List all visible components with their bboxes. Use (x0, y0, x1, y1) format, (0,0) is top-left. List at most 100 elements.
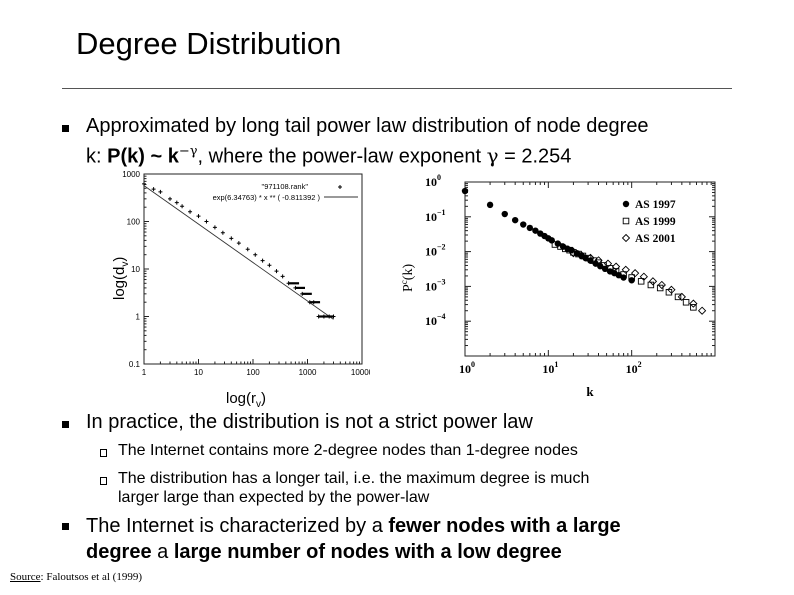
x-tick-label: 100 (459, 360, 475, 376)
rank-degree-chart: 1101001000100000.11101001000"971108.rank… (111, 170, 370, 410)
y-tick-exponent: −4 (437, 312, 446, 321)
bullet1-text: k: (86, 145, 108, 168)
bullet-marker (62, 421, 69, 428)
formula-tilde: ~ (144, 145, 168, 168)
y-axis-label-sup: c (399, 280, 409, 284)
y-axis-label: log(dv) (111, 257, 131, 300)
data-point (569, 249, 578, 258)
data-point (253, 252, 258, 257)
x-axis-label: k (586, 384, 594, 399)
x-tick-label: 1 (142, 368, 147, 377)
data-point (532, 227, 539, 234)
bullet3-line1: The Internet is characterized by a fewer… (86, 513, 621, 539)
y-axis-label-end: ) (111, 257, 128, 262)
legend-label: AS 1999 (635, 216, 676, 228)
data-point (274, 269, 279, 274)
y-tick-label: 10−2 (425, 243, 446, 259)
fit-line (143, 185, 334, 320)
sub-bullet-marker (100, 449, 107, 457)
bullet3-emphasis: degree (86, 541, 152, 563)
data-point (689, 299, 698, 308)
bullet-marker (62, 125, 69, 132)
data-point (682, 299, 690, 306)
sub-bullet-marker (100, 477, 107, 485)
data-point (220, 230, 225, 235)
y-tick-label: 10−3 (425, 277, 446, 293)
data-point (188, 209, 193, 214)
x-axis-label-sub: v (256, 399, 261, 410)
data-point (280, 274, 285, 279)
plot-frame (464, 181, 716, 357)
data-point (168, 196, 173, 201)
data-point (667, 285, 676, 294)
gamma-value: = 2.254 (498, 145, 572, 168)
bullet3-emphasis: large number of nodes with a low degree (173, 541, 562, 563)
data-point (568, 246, 575, 254)
y-tick-exponent: 0 (437, 173, 441, 182)
y-axis-label-end: (k) (401, 264, 416, 281)
x-tick-label: 101 (542, 360, 558, 376)
data-point (236, 241, 241, 246)
y-tick-label: 0.1 (129, 360, 141, 369)
y-tick-exponent: −2 (437, 243, 446, 252)
data-point (260, 258, 265, 263)
bullet2-text: In practice, the distribution is not a s… (86, 411, 533, 433)
y-tick-label: 10−1 (425, 208, 446, 224)
y-tick-label: 100 (425, 173, 441, 189)
bullet3-emphasis: fewer nodes with a large (388, 515, 621, 537)
data-point (158, 189, 163, 194)
bullet3-text: The Internet is characterized by a (86, 515, 389, 537)
data-point (637, 278, 645, 285)
data-point (612, 268, 620, 275)
source-text: : Faloutsos et al (1999) (40, 571, 142, 583)
data-point (690, 304, 697, 311)
data-point (630, 269, 640, 278)
x-tick-exponent: 2 (638, 360, 642, 369)
data-point (511, 216, 519, 224)
legend-label: AS 2001 (635, 233, 676, 245)
data-point (486, 201, 494, 209)
y-tick-label: 10−4 (425, 312, 446, 328)
x-tick-exponent: 0 (471, 360, 475, 369)
bullet2-sub2-line2: larger large than expected by the power-… (118, 489, 430, 506)
bullet-marker (62, 523, 69, 530)
data-point (665, 288, 673, 296)
bullet3-line2: degree a large number of nodes with a lo… (86, 539, 562, 565)
data-point (204, 219, 209, 224)
data-point (245, 247, 250, 252)
data-point (461, 187, 469, 195)
data-point (196, 214, 201, 219)
title-divider (62, 88, 732, 89)
slide-title: Degree Distribution (76, 26, 342, 61)
legend-marker (621, 233, 631, 243)
data-point (577, 251, 586, 260)
bullet1-text-mid: , where the power-law exponent (197, 145, 487, 168)
data-point (656, 284, 664, 292)
data-point (594, 256, 603, 265)
y-tick-exponent: −3 (437, 277, 446, 286)
data-point (674, 293, 682, 301)
bullet1-line2: k: P(k) ~ k−γ, where the power-law expon… (86, 139, 571, 170)
legend-marker (338, 185, 342, 189)
data-point (229, 236, 234, 241)
rank-degree-plot: 1101001000100000.11101001000"971108.rank… (111, 170, 370, 410)
data-point (621, 265, 630, 274)
data-point (520, 221, 527, 228)
legend-marker (622, 217, 630, 225)
data-point (697, 306, 707, 315)
data-point (501, 210, 508, 218)
data-point (603, 259, 613, 268)
y-tick-label: 1000 (122, 170, 140, 179)
data-point (142, 181, 146, 186)
data-point (557, 243, 564, 250)
x-axis-label: log(rv) (226, 390, 266, 410)
data-point (212, 225, 217, 230)
gamma-symbol: γ (486, 143, 499, 168)
y-tick-label: 1 (136, 313, 141, 322)
data-point (648, 277, 658, 286)
formula-p: P(k) (107, 145, 145, 168)
data-point (526, 224, 534, 232)
x-axis-label-end: ) (261, 390, 266, 407)
